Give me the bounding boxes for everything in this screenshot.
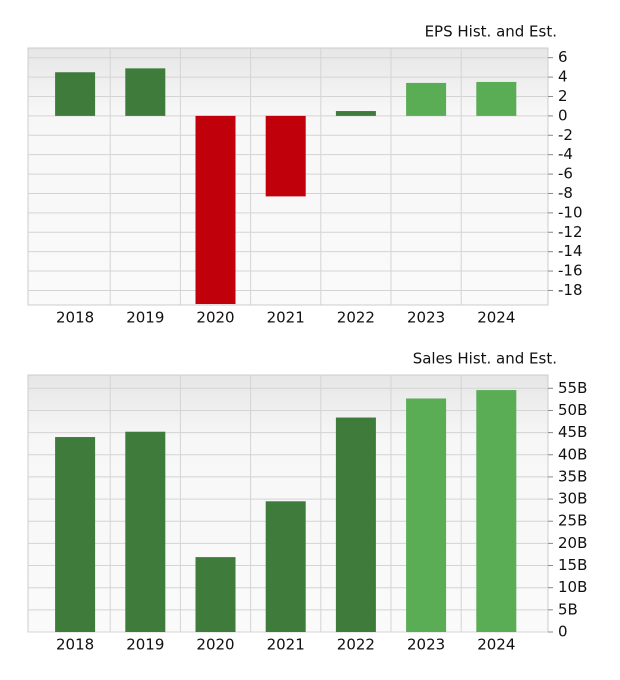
bar: [55, 437, 96, 632]
x-tick-label: 2021: [267, 309, 305, 327]
x-tick-label: 2024: [477, 636, 515, 654]
y-tick-label: -12: [558, 223, 583, 241]
bar: [476, 390, 517, 632]
y-tick-label: 55B: [558, 379, 587, 397]
y-tick-label: 40B: [558, 445, 587, 463]
y-tick-label: -2: [558, 126, 573, 144]
x-tick-label: 2024: [477, 309, 515, 327]
y-tick-label: 45B: [558, 423, 587, 441]
y-tick-label: 20B: [558, 534, 587, 552]
bar: [125, 68, 166, 116]
x-tick-label: 2023: [407, 309, 445, 327]
chart-title: EPS Hist. and Est.: [425, 23, 557, 41]
bar: [265, 501, 306, 632]
bar: [195, 115, 236, 305]
y-tick-label: 25B: [558, 512, 587, 530]
x-tick-label: 2019: [126, 636, 164, 654]
bar: [335, 417, 376, 632]
x-tick-label: 2022: [337, 309, 375, 327]
y-tick-label: -8: [558, 184, 573, 202]
x-tick-label: 2018: [56, 309, 94, 327]
x-tick-label: 2021: [267, 636, 305, 654]
y-tick-label: -16: [558, 262, 583, 280]
y-tick-label: -4: [558, 145, 573, 163]
bar: [265, 115, 306, 197]
y-tick-label: -6: [558, 165, 573, 183]
bar: [55, 72, 96, 116]
bar: [125, 431, 166, 632]
y-tick-label: 50B: [558, 401, 587, 419]
bar: [195, 557, 236, 632]
x-tick-label: 2022: [337, 636, 375, 654]
y-tick-label: 35B: [558, 467, 587, 485]
y-tick-label: -10: [558, 203, 583, 221]
x-tick-label: 2020: [196, 309, 234, 327]
y-tick-label: 15B: [558, 556, 587, 574]
y-tick-label: 0: [558, 623, 568, 641]
x-tick-label: 2019: [126, 309, 164, 327]
y-tick-label: 30B: [558, 490, 587, 508]
y-tick-label: -18: [558, 281, 583, 299]
chart-title: Sales Hist. and Est.: [413, 350, 557, 368]
y-tick-label: 5B: [558, 600, 578, 618]
y-tick-label: 6: [558, 48, 568, 66]
x-tick-label: 2023: [407, 636, 445, 654]
x-tick-label: 2018: [56, 636, 94, 654]
bar: [335, 111, 376, 116]
x-tick-label: 2020: [196, 636, 234, 654]
y-tick-label: 2: [558, 87, 568, 105]
bar: [476, 81, 517, 116]
y-tick-label: 0: [558, 106, 568, 124]
y-tick-label: 10B: [558, 578, 587, 596]
y-tick-label: 4: [558, 68, 568, 86]
y-tick-label: -14: [558, 242, 583, 260]
bar: [406, 82, 447, 116]
bar: [406, 398, 447, 632]
